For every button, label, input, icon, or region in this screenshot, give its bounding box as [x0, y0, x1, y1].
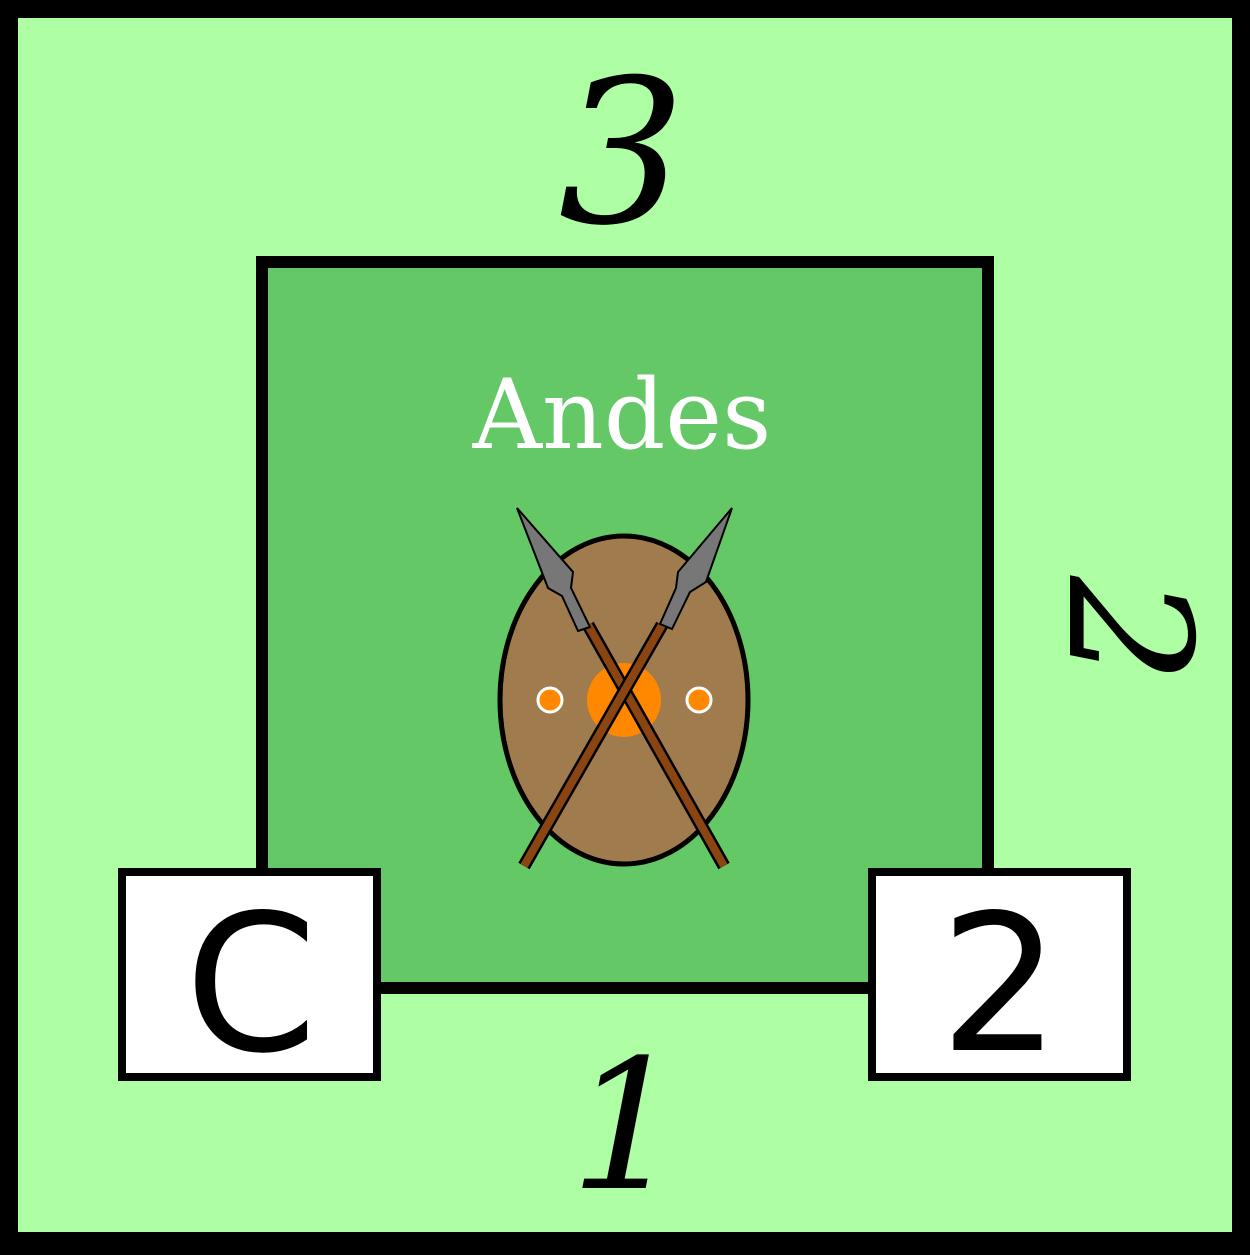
badge-right — [868, 868, 1131, 1081]
badge-left-label: C — [185, 874, 318, 1095]
shield-and-crossed-spears-icon — [497, 507, 751, 870]
spear-icon — [516, 507, 730, 870]
edge-number-bottom: 1 — [570, 1022, 685, 1231]
shield-stud-icon — [536, 686, 564, 714]
edge-number-top: 3 — [558, 37, 685, 270]
region-name: Andes — [472, 359, 772, 471]
badge-left — [118, 868, 381, 1081]
shield-stud-icon — [685, 686, 713, 714]
edge-number-right: 2 — [1029, 575, 1227, 684]
badge-right-label: 2 — [940, 874, 1061, 1095]
spear-icon — [518, 507, 733, 870]
